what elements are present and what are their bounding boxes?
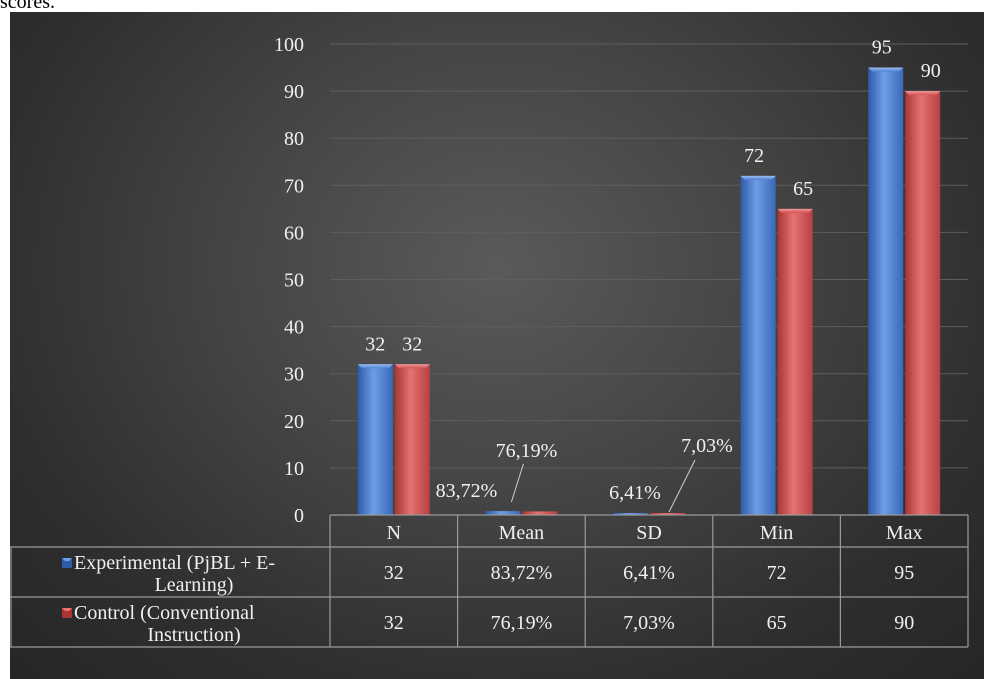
table-header-mean: Mean bbox=[499, 522, 545, 544]
table-cell-control-sd: 7,03% bbox=[623, 612, 675, 634]
y-tick-label: 80 bbox=[284, 128, 304, 150]
table-cell-experimental-mean: 83,72% bbox=[491, 562, 553, 584]
y-tick-label: 90 bbox=[284, 81, 304, 103]
table-cell-experimental-sd: 6,41% bbox=[623, 562, 675, 584]
y-tick-label: 100 bbox=[274, 34, 304, 56]
bar-control-max bbox=[905, 91, 941, 515]
caption-fragment: scores. bbox=[0, 0, 55, 13]
bar-cap bbox=[740, 175, 776, 180]
bar-control-mean bbox=[522, 511, 558, 515]
table-header-sd: SD bbox=[636, 522, 662, 544]
leader-line bbox=[510, 463, 524, 503]
table-cell-experimental-max: 95 bbox=[894, 562, 914, 584]
bar-cap bbox=[394, 364, 430, 369]
table-cell-control-max: 90 bbox=[894, 612, 914, 634]
table-cell-experimental-min: 72 bbox=[767, 562, 787, 584]
data-label-experimental-n: 32 bbox=[365, 333, 385, 355]
y-tick-label: 70 bbox=[284, 175, 304, 197]
data-label-control-min: 65 bbox=[793, 178, 813, 200]
legend-key-cap bbox=[62, 608, 72, 611]
y-tick-label: 50 bbox=[284, 270, 304, 292]
bar-cap bbox=[777, 208, 813, 213]
data-label-experimental-min: 72 bbox=[744, 145, 764, 167]
legend-key-cap bbox=[62, 558, 72, 561]
bar-experimental-n bbox=[357, 364, 393, 515]
table-cell-control-n: 32 bbox=[384, 612, 404, 634]
table-cell-experimental-n: 32 bbox=[384, 562, 404, 584]
bar-control-n bbox=[394, 364, 430, 515]
table-header-min: Min bbox=[760, 522, 793, 544]
data-label-control-sd: 7,03% bbox=[681, 435, 733, 457]
legend-label-experimental-line1: Experimental (PjBL + E- bbox=[74, 552, 275, 574]
legend-label-experimental-line2: Learning) bbox=[155, 574, 234, 596]
y-tick-label: 40 bbox=[284, 317, 304, 339]
bar-experimental-min bbox=[740, 175, 776, 515]
y-tick-label: 10 bbox=[284, 458, 304, 480]
bar-cap bbox=[868, 67, 904, 72]
data-label-experimental-mean: 83,72% bbox=[436, 480, 498, 502]
table-cell-control-min: 65 bbox=[767, 612, 787, 634]
bar-control-sd bbox=[650, 513, 685, 515]
bar-experimental-mean bbox=[485, 511, 521, 515]
bar-control-min bbox=[777, 208, 813, 515]
bar-chart: 0 10 20 30 40 50 60 70 80 90 100 32 32 83,72% 76,19% 6… bbox=[10, 34, 969, 648]
chart-area: 0 10 20 30 40 50 60 70 80 90 100 32 32 83,72% 76,19% 6… bbox=[10, 12, 984, 679]
data-label-control-mean: 76,19% bbox=[496, 440, 558, 462]
leader-line bbox=[668, 459, 696, 513]
bar-experimental-sd bbox=[613, 513, 648, 515]
legend-label-control-line1: Control (Conventional bbox=[74, 602, 255, 624]
table-cell-control-mean: 76,19% bbox=[491, 612, 553, 634]
data-label-experimental-max: 95 bbox=[872, 37, 892, 59]
bar-cap bbox=[357, 364, 393, 369]
data-label-control-max: 90 bbox=[921, 60, 941, 82]
y-tick-label: 60 bbox=[284, 222, 304, 244]
data-label-experimental-sd: 6,41% bbox=[609, 482, 661, 504]
bar-cap bbox=[905, 91, 941, 96]
y-tick-label: 30 bbox=[284, 364, 304, 386]
y-tick-label: 0 bbox=[294, 505, 304, 527]
bar-experimental-max bbox=[868, 67, 904, 516]
legend-label-control-line2: Instruction) bbox=[147, 624, 240, 646]
table-header-max: Max bbox=[886, 522, 923, 544]
data-label-control-n: 32 bbox=[402, 333, 422, 355]
legend-key-experimental bbox=[62, 558, 72, 568]
y-tick-label: 20 bbox=[284, 411, 304, 433]
legend-key-control bbox=[62, 608, 72, 618]
table-header-n: N bbox=[387, 522, 401, 544]
